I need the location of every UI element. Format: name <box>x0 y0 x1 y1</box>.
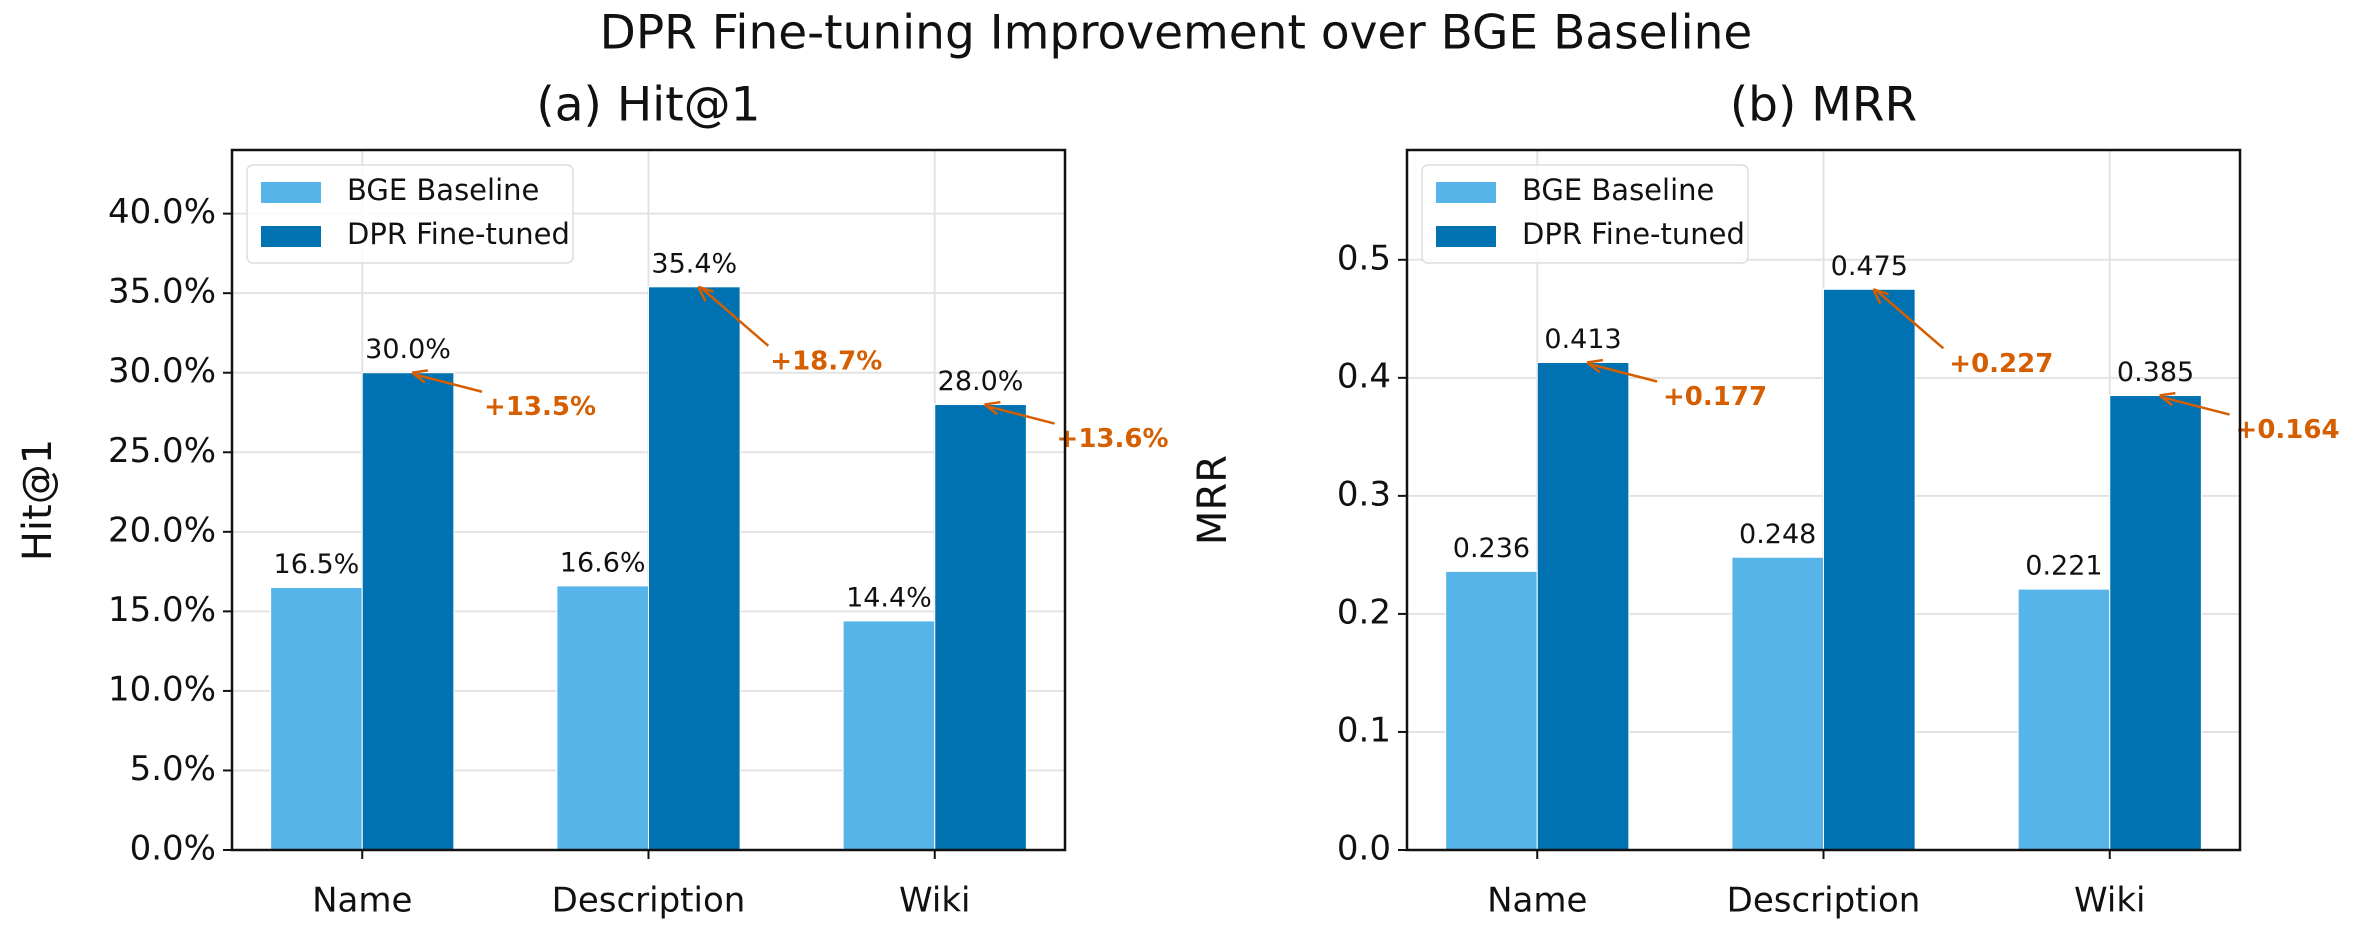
annotation-arrow <box>2163 396 2230 416</box>
plot-frame <box>230 148 1067 852</box>
y-tick-label: 0.0% <box>130 829 216 869</box>
value-label: 16.6% <box>560 547 646 578</box>
x-tick-label: Description <box>1727 881 1921 921</box>
annotation-arrow <box>701 287 770 347</box>
annotation: +13.6% <box>1057 424 1169 454</box>
legend-label: BGE Baseline <box>347 173 539 207</box>
annotation-arrow <box>1590 363 1658 383</box>
value-label: 30.0% <box>365 334 451 365</box>
y-tick-label: 0.2 <box>1337 592 1391 632</box>
annotation: +0.164 <box>2236 415 2340 445</box>
bar <box>361 372 455 851</box>
bar <box>1445 570 1538 851</box>
legend-label: BGE Baseline <box>1522 173 1714 207</box>
legend-swatch <box>1436 182 1496 203</box>
y-tick-label: 0.5 <box>1337 238 1391 278</box>
legend-swatch <box>261 226 321 247</box>
bar <box>270 587 363 851</box>
value-label: 0.236 <box>1453 533 1530 564</box>
plot-frame <box>1405 148 2242 852</box>
bar <box>2109 395 2202 851</box>
figure-title: DPR Fine-tuning Improvement over BGE Bas… <box>600 6 1753 61</box>
annotation-arrowhead <box>697 285 714 302</box>
value-label: 0.248 <box>1739 519 1816 550</box>
legend-box <box>1421 164 1749 264</box>
y-tick-label: 0.0 <box>1337 829 1391 869</box>
annotation-arrowhead <box>1586 358 1604 374</box>
legend-swatch <box>1436 226 1496 247</box>
annotation-arrowhead <box>983 400 1001 416</box>
y-tick-label: 0.1 <box>1337 710 1391 750</box>
y-tick-label: 0.3 <box>1337 474 1391 514</box>
value-label: 0.475 <box>1831 251 1908 282</box>
value-label: 35.4% <box>651 248 737 279</box>
y-tick-label: 30.0% <box>108 351 216 391</box>
annotation: +0.177 <box>1663 382 1767 412</box>
value-label: 16.5% <box>274 549 360 580</box>
annotation-arrow <box>1876 290 1945 350</box>
y-tick-label: 35.0% <box>108 272 216 312</box>
y-tick-label: 20.0% <box>108 510 216 550</box>
legend-label: DPR Fine-tuned <box>1522 217 1745 251</box>
y-tick-label: 5.0% <box>130 749 216 789</box>
x-tick-label: Wiki <box>899 881 970 921</box>
x-tick-label: Name <box>312 881 412 921</box>
annotation-arrowhead <box>1872 288 1889 305</box>
x-tick-label: Name <box>1487 881 1587 921</box>
bar <box>934 404 1027 851</box>
bar <box>1731 556 1825 851</box>
value-label: 0.385 <box>2117 357 2194 388</box>
bar <box>1823 288 1916 851</box>
y-tick-label: 0.4 <box>1337 356 1391 396</box>
x-tick-label: Description <box>552 881 746 921</box>
y-tick-label: 10.0% <box>108 669 216 709</box>
bar <box>842 620 936 851</box>
annotation-arrow <box>415 373 483 393</box>
legend-label: DPR Fine-tuned <box>347 217 570 251</box>
annotation: +0.227 <box>1949 349 2053 379</box>
y-tick-label: 40.0% <box>108 192 216 232</box>
chart: (b) MRR MRR 0.0 0.1 0.2 0.3 0.4 0.5 Name Descript… <box>1190 78 2340 921</box>
chart-title: (a) Hit@1 <box>536 78 760 133</box>
annotation-arrow <box>988 405 1055 425</box>
annotation: +13.5% <box>484 392 596 422</box>
value-label: 28.0% <box>938 366 1024 397</box>
chart: (a) Hit@1 Hit@1 0.0% 5.0% 10.0% 15.0% 20.0% 25.… <box>15 78 1169 921</box>
annotation: +18.7% <box>770 346 882 376</box>
value-label: 0.413 <box>1544 324 1621 355</box>
bar <box>648 286 741 851</box>
chart-title: (b) MRR <box>1730 78 1917 133</box>
y-axis-label: MRR <box>1190 455 1236 545</box>
legend-swatch <box>261 182 321 203</box>
x-tick-label: Wiki <box>2074 881 2145 921</box>
y-tick-label: 25.0% <box>108 431 216 471</box>
y-axis-label: Hit@1 <box>15 439 61 561</box>
legend-box <box>246 164 574 264</box>
annotation-arrowhead <box>411 369 429 384</box>
annotation-arrowhead <box>2158 391 2176 407</box>
bar <box>556 585 649 851</box>
value-label: 14.4% <box>846 582 932 613</box>
y-tick-label: 15.0% <box>108 590 216 630</box>
value-label: 0.221 <box>2025 551 2102 582</box>
bar <box>1536 361 1630 851</box>
bar <box>2017 588 2111 851</box>
